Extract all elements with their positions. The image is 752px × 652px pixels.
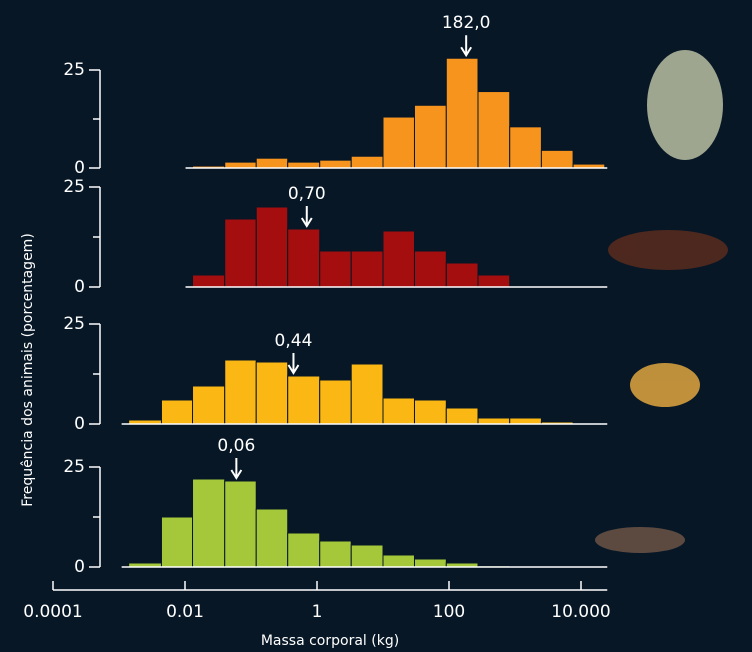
bar (413, 104, 447, 169)
bar (255, 206, 289, 288)
devil-illustration (608, 230, 728, 270)
y-tick-label: 0 (74, 158, 85, 178)
bar (477, 274, 511, 288)
bar (477, 417, 511, 425)
x-tick-label: 100 (433, 602, 465, 622)
y-tick-label: 25 (63, 314, 85, 334)
bar (287, 532, 321, 568)
bar (287, 375, 321, 425)
sloth-illustration (647, 50, 723, 160)
y-tick-label: 25 (63, 177, 85, 197)
x-tick-label: 0.01 (166, 602, 204, 622)
bar (255, 361, 289, 425)
bar (192, 478, 226, 568)
bar (382, 397, 415, 425)
bar (224, 359, 257, 425)
bar (350, 250, 384, 288)
bar (445, 57, 479, 169)
x-tick-label: 0.0001 (23, 602, 82, 622)
bar (445, 262, 479, 288)
bar (509, 126, 542, 169)
bar (350, 363, 384, 425)
x-tick-label: 10.000 (551, 602, 610, 622)
y-tick-label: 25 (63, 457, 85, 477)
median-label: 0,06 (217, 436, 255, 456)
median-arrowhead (460, 46, 473, 58)
bar (477, 91, 511, 169)
bar (319, 540, 352, 568)
bar (287, 228, 321, 288)
bar (255, 157, 289, 169)
bar (509, 417, 542, 425)
bar (350, 155, 384, 169)
y-tick-label: 25 (63, 60, 85, 80)
y-tick-label: 0 (74, 277, 85, 297)
bar (224, 161, 257, 169)
bar (540, 149, 574, 169)
median-label: 0,44 (275, 331, 313, 351)
bar (445, 407, 479, 425)
x-axis-label: Massa corporal (kg) (261, 633, 399, 649)
median-arrowhead (300, 217, 313, 228)
bar (192, 385, 226, 425)
median-label: 0,70 (288, 184, 326, 204)
bar (350, 544, 384, 568)
bar (413, 399, 447, 425)
bar (382, 554, 415, 568)
x-tick-label: 1 (312, 602, 323, 622)
bar (192, 274, 226, 288)
median-arrowhead (287, 364, 300, 375)
bar (413, 250, 447, 288)
median-label: 182,0 (442, 13, 491, 33)
bar (319, 379, 352, 425)
bar (255, 508, 289, 568)
bar (224, 480, 257, 568)
bar (382, 116, 415, 169)
bar (413, 558, 447, 568)
y-tick-label: 0 (74, 414, 85, 434)
median-arrowhead (230, 469, 243, 480)
illustrations (595, 50, 728, 553)
y-tick-label: 0 (74, 557, 85, 577)
bar (319, 250, 352, 288)
rat-illustration (595, 527, 685, 553)
bar (382, 230, 415, 288)
bar (319, 159, 352, 169)
bar (287, 161, 321, 169)
y-axis-label: Frequência dos animais (porcentagem) (20, 233, 36, 507)
bar (224, 218, 257, 288)
monkey-illustration (630, 363, 700, 407)
bar (160, 516, 194, 568)
bar (160, 399, 194, 425)
